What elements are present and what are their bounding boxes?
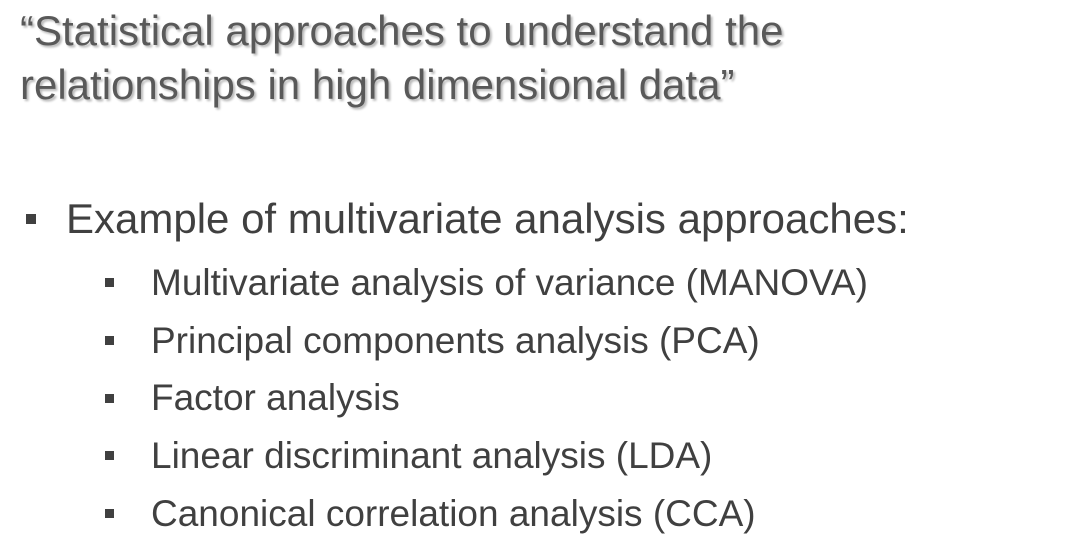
square-bullet-icon	[26, 214, 36, 224]
square-bullet-icon	[105, 509, 114, 519]
title-line-2: relationships in high dimensional data”	[20, 61, 735, 108]
square-bullet-icon	[105, 336, 114, 346]
sub-bullet-text: Factor analysis	[151, 377, 400, 419]
title-line-1: “Statistical approaches to understand th…	[20, 7, 784, 54]
sub-bullet-text: Principal components analysis (PCA)	[151, 319, 760, 361]
sub-bullet-item: Canonical correlation analysis (CCA)	[105, 485, 868, 543]
slide-title: “Statistical approaches to understand th…	[20, 4, 783, 112]
square-bullet-icon	[105, 451, 114, 461]
sub-bullet-list: Multivariate analysis of variance (MANOV…	[105, 254, 868, 542]
sub-bullet-text: Linear discriminant analysis (LDA)	[151, 434, 713, 476]
sub-bullet-item: Linear discriminant analysis (LDA)	[105, 427, 868, 485]
sub-bullet-text: Canonical correlation analysis (CCA)	[151, 492, 756, 534]
bullet-item: Example of multivariate analysis approac…	[26, 194, 909, 244]
bullet-text: Example of multivariate analysis approac…	[66, 195, 909, 242]
sub-bullet-item: Principal components analysis (PCA)	[105, 312, 868, 370]
square-bullet-icon	[105, 278, 114, 288]
sub-bullet-item: Factor analysis	[105, 369, 868, 427]
square-bullet-icon	[105, 393, 114, 403]
sub-bullet-text: Multivariate analysis of variance (MANOV…	[151, 261, 868, 303]
sub-bullet-item: Multivariate analysis of variance (MANOV…	[105, 254, 868, 312]
